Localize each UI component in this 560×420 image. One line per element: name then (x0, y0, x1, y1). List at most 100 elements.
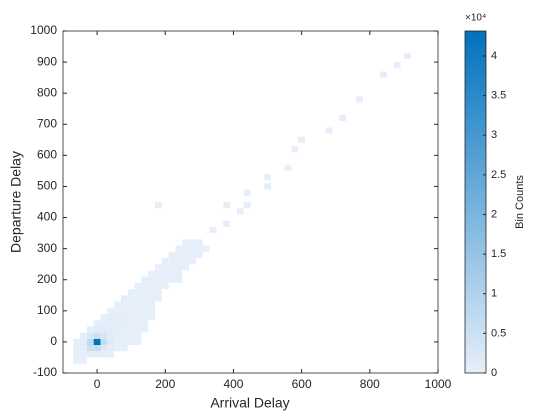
x-axis-label: Arrival Delay (210, 395, 289, 411)
bin-tile (120, 301, 128, 308)
bin-tile (182, 264, 190, 271)
bin-tile (141, 289, 149, 296)
bin-tile (182, 257, 190, 265)
bin-tile (114, 313, 121, 321)
bin-tile (148, 270, 156, 277)
bin-tile (155, 295, 162, 302)
bin-tile (93, 326, 101, 333)
bin-tile (141, 307, 149, 314)
bin-tile (155, 289, 162, 296)
bin-tile (134, 338, 142, 346)
bin-tile (148, 282, 156, 290)
bin-tile (148, 313, 156, 321)
bin-tile (291, 146, 299, 153)
bin-tile (114, 301, 121, 308)
bin-tile (284, 164, 292, 171)
bin-tile (120, 338, 128, 346)
bin-tile (141, 326, 149, 333)
bin-tile (175, 251, 183, 258)
bin-tile (134, 289, 142, 296)
colorbar-tick-label: 4 (491, 50, 497, 62)
bin-tile (175, 257, 183, 265)
bin-tile (73, 345, 81, 352)
bin-tile (93, 351, 101, 358)
bin-tile (141, 301, 149, 308)
bin-tile (114, 338, 121, 346)
bin-tile (73, 338, 81, 346)
bin-tile (161, 264, 169, 271)
bin-tile (120, 307, 128, 314)
bin-tile (107, 307, 115, 314)
bin-tile (168, 251, 176, 258)
bin-tile (100, 351, 108, 358)
x-tick-label: 400 (223, 377, 243, 391)
x-tick-label: 1000 (425, 377, 452, 391)
bin-tile (175, 276, 183, 283)
bin-tile (168, 264, 176, 271)
bin-tile (127, 301, 135, 308)
bin-tile (80, 332, 87, 339)
bin-tile (127, 326, 135, 333)
bin-tile (393, 62, 401, 69)
bin-tile (93, 332, 101, 339)
bin-tile (86, 345, 94, 352)
bin-tile (120, 320, 128, 327)
colorbar-tick-label: 0 (491, 367, 497, 379)
bin-tile (114, 332, 121, 339)
bin-tile (93, 338, 101, 346)
bin-tile (195, 239, 203, 246)
bin-tile (107, 351, 115, 358)
x-tick-label: 200 (155, 377, 175, 391)
bin-tile (189, 257, 196, 265)
y-tick-label: 0 (50, 334, 57, 348)
y-tick-label: 800 (37, 85, 57, 99)
bin-tile (120, 345, 128, 352)
bin-tile (148, 307, 156, 314)
colorbar-tick-label: 3.5 (491, 90, 506, 102)
bin-tile (127, 338, 135, 346)
bin-tile (356, 96, 363, 103)
bin-tile (148, 276, 156, 283)
bin-tile (120, 332, 128, 339)
bin-tile (134, 326, 142, 333)
x-tick-label: 0 (94, 377, 101, 391)
bin-tile (134, 307, 142, 314)
bin-tile (148, 295, 156, 302)
bin-tile (100, 338, 108, 346)
bin-tile (168, 276, 176, 283)
bin-tile (161, 270, 169, 277)
bin-tile (141, 313, 149, 321)
x-tick-label: 600 (292, 377, 312, 391)
bin-tile (155, 202, 162, 209)
axes-box (62, 30, 439, 374)
bin-tile (134, 332, 142, 339)
bin-tile (100, 345, 108, 352)
x-tick-label: 800 (360, 377, 380, 391)
bin-tile (298, 136, 306, 143)
bin-tile (86, 326, 94, 333)
bin-tile (339, 114, 346, 122)
bin-tile (189, 245, 196, 252)
y-tick-label: 500 (37, 179, 57, 193)
bin-tile (168, 257, 176, 265)
bin-tile (182, 251, 190, 258)
bin-tile (161, 257, 169, 265)
bin-tile (182, 245, 190, 252)
bin-tile (195, 245, 203, 252)
bin-tile (161, 276, 169, 283)
bin-tile (86, 351, 94, 358)
y-tick-label: 700 (37, 116, 57, 130)
bin-tile (155, 276, 162, 283)
bin-tile (80, 338, 87, 346)
bin-tile (141, 295, 149, 302)
bin-tile (127, 295, 135, 302)
y-tick-label: 600 (37, 148, 57, 162)
bin-tile (80, 345, 87, 352)
bin-tile (73, 351, 81, 358)
y-tick-label: 200 (37, 272, 57, 286)
colorbar-tick-label: 3 (491, 129, 497, 141)
bin-tile (107, 338, 115, 346)
bin-tile (182, 239, 190, 246)
bin-tile (202, 245, 210, 252)
